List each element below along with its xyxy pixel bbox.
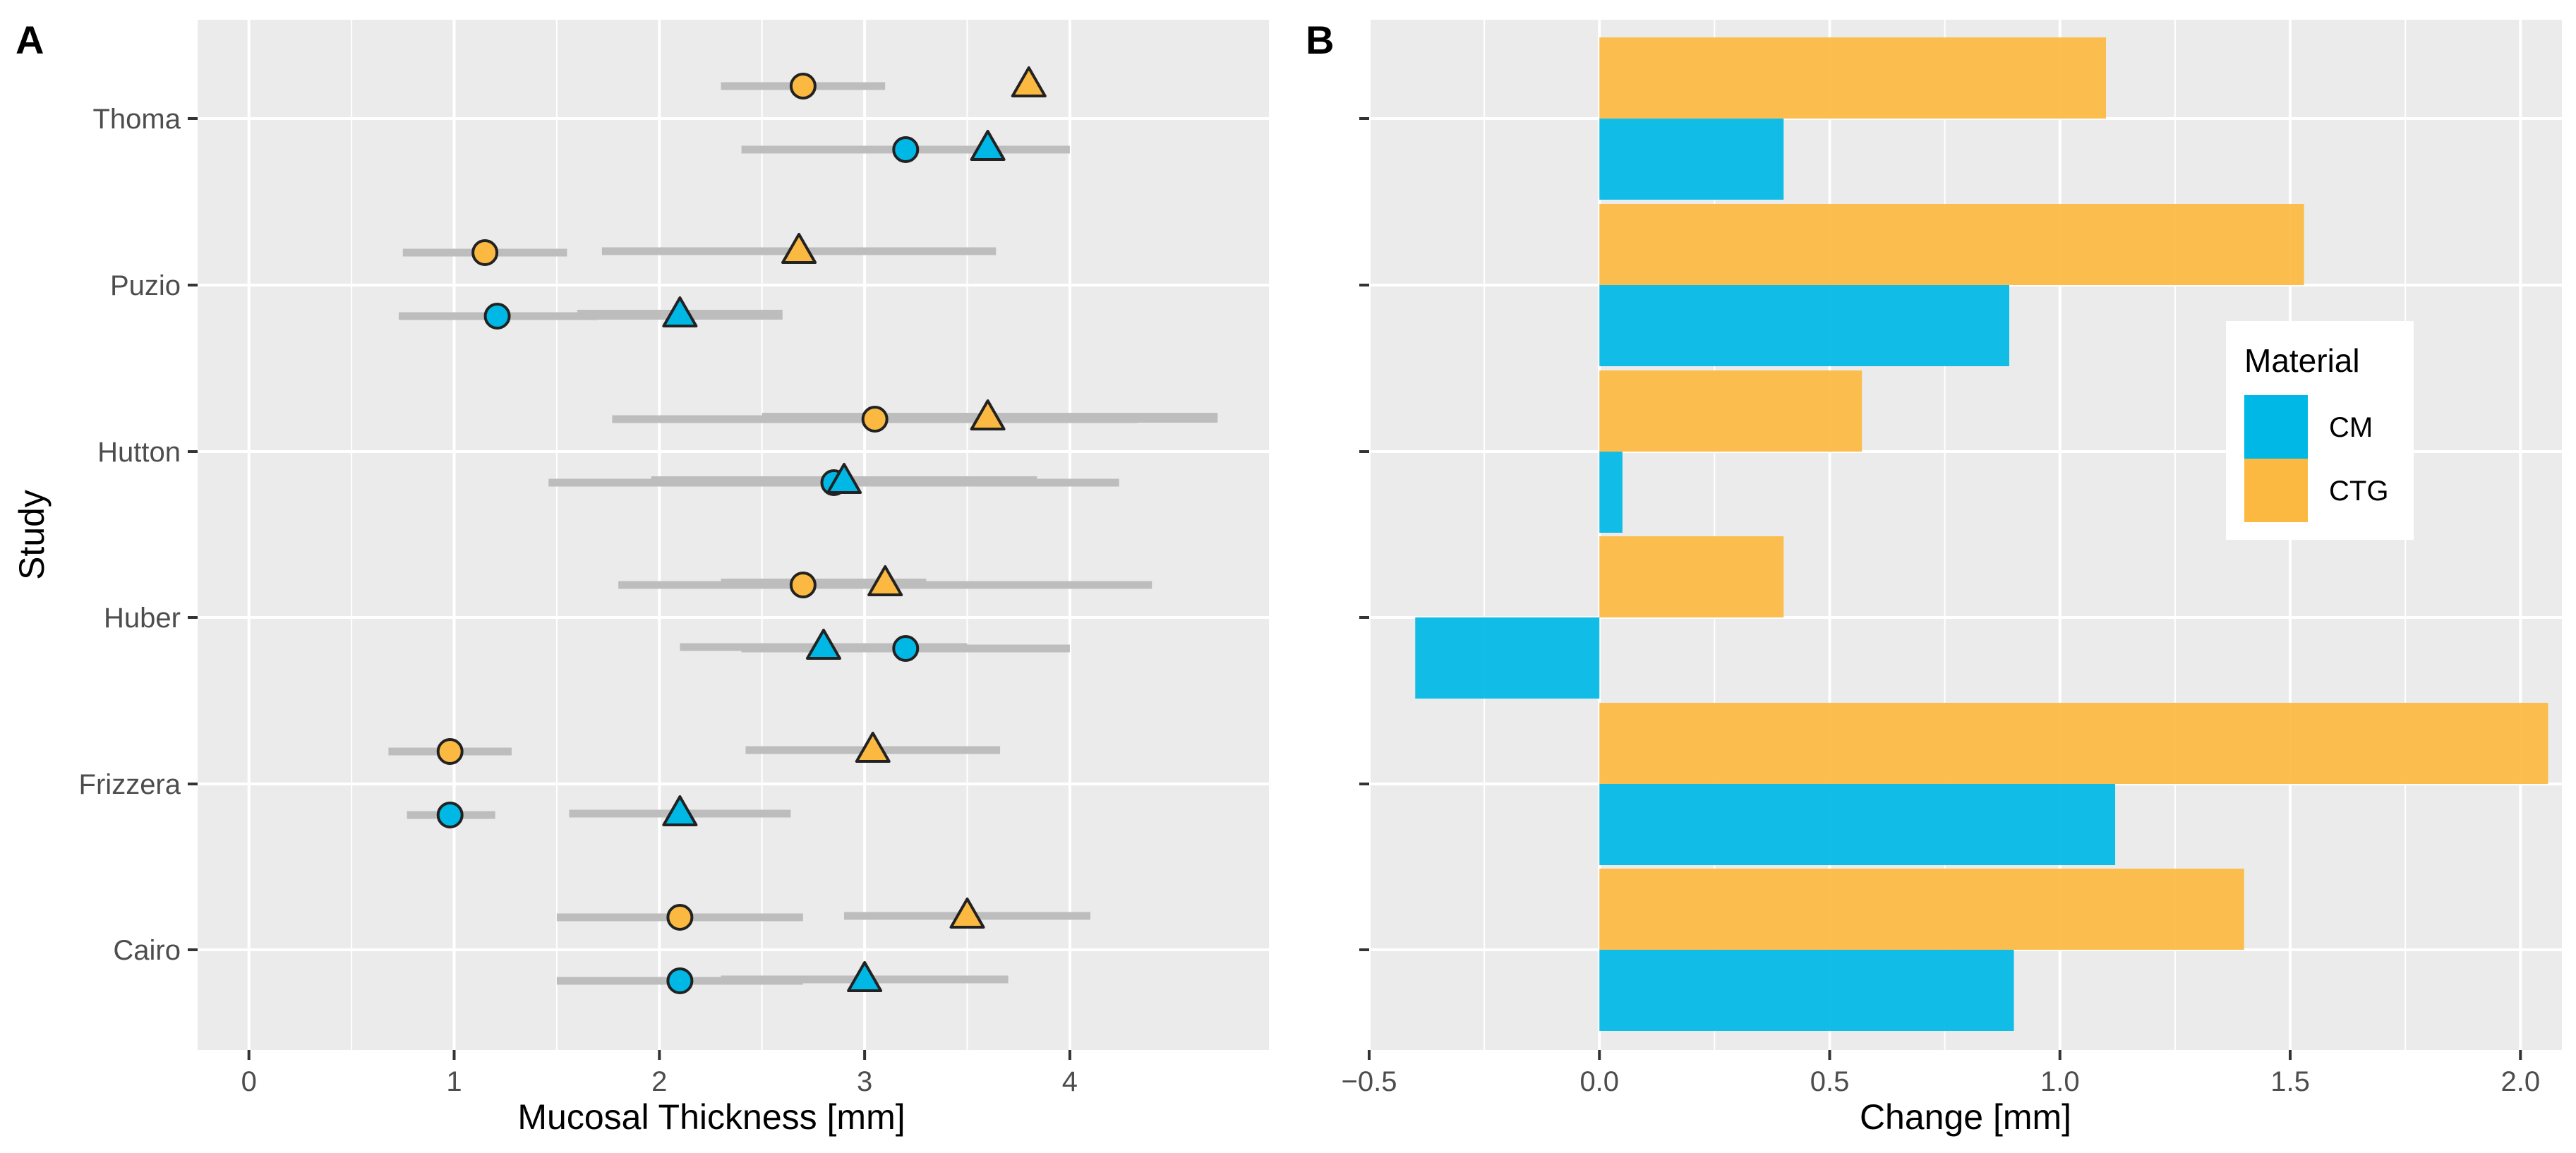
panel-a-grid bbox=[198, 20, 1269, 1050]
point-thoma-ctg-circle bbox=[789, 73, 817, 99]
point-cairo-ctg-circle bbox=[666, 904, 694, 931]
bar-hutton-ctg bbox=[1599, 370, 1862, 452]
bar-thoma-cm bbox=[1599, 119, 1784, 200]
point-frizzera-ctg-triangle bbox=[855, 732, 891, 763]
point-frizzera-cm-circle bbox=[436, 802, 464, 828]
y-label-hutton: Hutton bbox=[97, 437, 181, 468]
bar-huber-ctg bbox=[1599, 536, 1784, 617]
point-thoma-ctg-triangle bbox=[1011, 66, 1047, 97]
point-cairo-cm-triangle bbox=[847, 961, 883, 992]
x-label-2: 2 bbox=[651, 1066, 667, 1097]
panel-b-bars bbox=[1415, 37, 2548, 1031]
bar-huber-cm bbox=[1415, 617, 1600, 699]
y-label-huber: Huber bbox=[104, 603, 181, 634]
point-huber-cm-circle bbox=[892, 635, 920, 662]
x-label-1-0: 1.0 bbox=[2040, 1066, 2080, 1097]
x-label-1-5: 1.5 bbox=[2270, 1066, 2310, 1097]
point-puzio-ctg-triangle bbox=[781, 233, 817, 264]
x-label-0-5: 0.5 bbox=[1810, 1066, 1850, 1097]
y-label-cairo: Cairo bbox=[113, 935, 181, 966]
point-hutton-cm-triangle bbox=[826, 463, 862, 494]
x-label-4: 4 bbox=[1062, 1066, 1078, 1097]
point-huber-ctg-circle bbox=[789, 572, 817, 598]
panel-b-y-axis bbox=[1359, 117, 1369, 951]
bar-cairo-cm bbox=[1599, 950, 2014, 1031]
panel-a-y-title: Study bbox=[12, 490, 52, 580]
legend-label-ctg: CTG bbox=[2329, 476, 2388, 507]
point-cairo-cm-circle bbox=[666, 967, 694, 994]
x-label-2-0: 2.0 bbox=[2500, 1066, 2540, 1097]
panel-a-scatter: A Thoma Puzio Hutton Huber Frizzera Cairo 0 1 2… bbox=[12, 18, 1269, 1137]
point-thoma-cm-circle bbox=[892, 136, 920, 163]
point-frizzera-ctg-circle bbox=[436, 738, 464, 765]
panel-b-bar: B −0.5 0.0 0.5 1.0 1.5 2.0 Change [mm] Materi… bbox=[1306, 18, 2562, 1137]
bar-puzio-ctg bbox=[1599, 204, 2304, 285]
x-label-1: 1 bbox=[446, 1066, 462, 1097]
point-puzio-ctg-circle bbox=[471, 239, 499, 266]
bar-frizzera-cm bbox=[1599, 784, 2116, 865]
point-cairo-ctg-triangle bbox=[949, 898, 985, 929]
point-thoma-cm-triangle bbox=[970, 130, 1006, 161]
x-label-0-0: 0.0 bbox=[1579, 1066, 1619, 1097]
bar-thoma-ctg bbox=[1599, 37, 2107, 119]
legend: Material CM CTG bbox=[2226, 321, 2414, 540]
panel-a-background bbox=[198, 20, 1269, 1050]
y-label-thoma: Thoma bbox=[93, 104, 181, 135]
bar-frizzera-ctg bbox=[1599, 703, 2548, 784]
bar-hutton-cm bbox=[1599, 452, 1623, 533]
point-puzio-cm-circle bbox=[483, 303, 511, 330]
point-puzio-cm-triangle bbox=[662, 296, 698, 327]
point-hutton-ctg-triangle bbox=[970, 399, 1006, 430]
panel-b-x-title: Change [mm] bbox=[1860, 1097, 2071, 1137]
y-label-puzio: Puzio bbox=[110, 270, 181, 301]
panel-b-x-axis: −0.5 0.0 0.5 1.0 1.5 2.0 bbox=[1342, 1050, 2540, 1097]
point-hutton-ctg-circle bbox=[861, 406, 889, 433]
legend-label-cm: CM bbox=[2329, 412, 2373, 443]
bar-cairo-ctg bbox=[1599, 869, 2244, 950]
panel-a-points bbox=[436, 66, 1047, 994]
point-huber-ctg-triangle bbox=[867, 565, 903, 596]
legend-title: Material bbox=[2244, 342, 2360, 379]
y-label-frizzera: Frizzera bbox=[79, 769, 181, 800]
panel-b-label: B bbox=[1306, 18, 1334, 62]
x-label-3: 3 bbox=[857, 1066, 872, 1097]
panel-a-x-axis: 0 1 2 3 4 bbox=[241, 1050, 1078, 1097]
bar-puzio-cm bbox=[1599, 285, 2009, 366]
legend-swatch-ctg bbox=[2244, 459, 2308, 522]
panel-a-y-axis: Thoma Puzio Hutton Huber Frizzera Cairo bbox=[79, 104, 198, 966]
point-huber-cm-triangle bbox=[805, 629, 841, 660]
legend-swatch-cm bbox=[2244, 395, 2308, 459]
x-label-0: 0 bbox=[241, 1066, 257, 1097]
point-frizzera-cm-triangle bbox=[662, 795, 698, 826]
panel-a-x-title: Mucosal Thickness [mm] bbox=[517, 1097, 905, 1137]
x-label--0-5: −0.5 bbox=[1342, 1066, 1397, 1097]
panel-a-label: A bbox=[16, 18, 44, 62]
